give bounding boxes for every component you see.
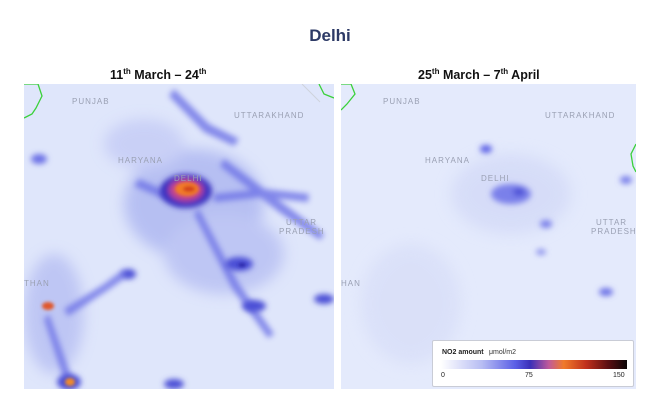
- map-label-delhi: DELHI: [174, 174, 203, 183]
- period-label-before: 11th March – 24th: [110, 67, 207, 83]
- map-label-han: HAN: [341, 279, 361, 288]
- map-label-pradesh-after: PRADESH: [591, 227, 636, 236]
- legend-title: NO2 amount: [442, 349, 484, 356]
- no2-heatmap-after: [341, 84, 636, 389]
- map-label-delhi-after: DELHI: [481, 174, 510, 183]
- map-label-punjab: PUNJAB: [72, 97, 110, 106]
- legend-tick-min: 0: [441, 372, 445, 379]
- map-label-uttar: UTTAR: [286, 218, 318, 227]
- map-label-uttarakhand: UTTARAKHAND: [234, 111, 305, 120]
- map-label-haryana: HARYANA: [118, 156, 163, 165]
- page-title: Delhi: [309, 26, 351, 45]
- map-label-punjab-after: PUNJAB: [383, 97, 421, 106]
- map-label-haryana-after: HARYANA: [425, 156, 470, 165]
- map-before-lockdown[interactable]: PUNJAB UTTARAKHAND HARYANA DELHI UTTAR P…: [24, 84, 334, 389]
- map-label-pradesh: PRADESH: [279, 227, 325, 236]
- legend-unit: μmol/m2: [489, 349, 516, 356]
- map-after-lockdown[interactable]: PUNJAB UTTARAKHAND HARYANA DELHI UTTAR P…: [341, 84, 636, 389]
- period-label-after: 25th March – 7th April: [418, 67, 540, 83]
- legend-color-scale: [441, 360, 627, 369]
- map-label-than: THAN: [24, 279, 50, 288]
- map-label-uttar-after: UTTAR: [596, 218, 628, 227]
- legend-tick-mid: 75: [525, 372, 533, 379]
- legend-tick-max: 150: [613, 372, 625, 379]
- no2-legend: NO2 amount μmol/m2 0 75 150: [432, 340, 634, 387]
- map-label-uttarakhand-after: UTTARAKHAND: [545, 111, 616, 120]
- no2-heatmap-before: [24, 84, 334, 389]
